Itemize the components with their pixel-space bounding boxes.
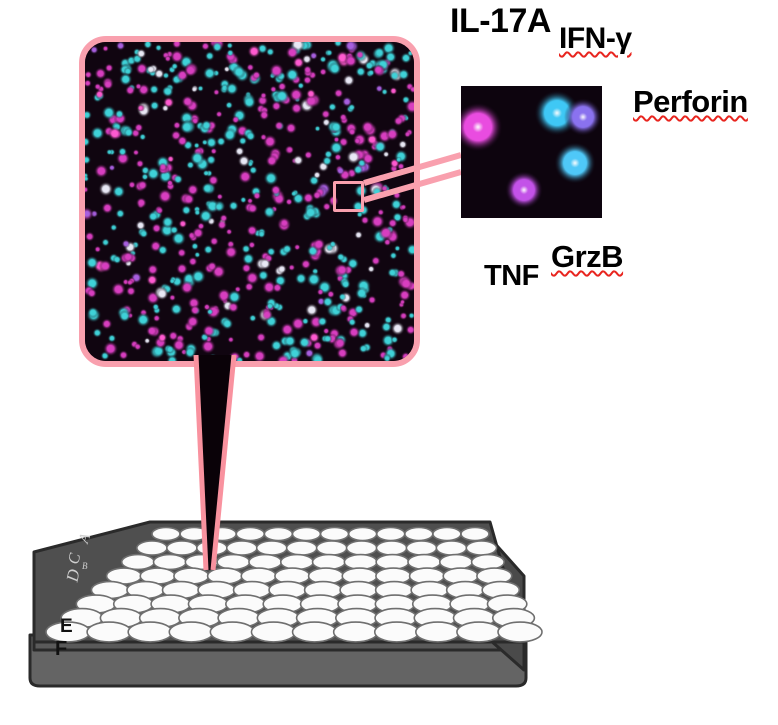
analyte-label-ifng: IFN-γ [559,22,632,55]
plate-well[interactable] [432,526,462,542]
analyte-label-tnf: TNF [484,260,539,292]
plate-well[interactable] [435,540,468,556]
plate-well[interactable] [86,621,132,643]
plate-well[interactable] [291,526,322,542]
plate-well[interactable] [195,540,228,556]
plate-well[interactable] [285,540,318,556]
plate-well[interactable] [120,553,156,571]
plate-well[interactable] [152,553,187,571]
plate-well[interactable] [127,621,173,643]
plate-well[interactable] [343,553,378,571]
plate-well[interactable] [373,621,420,643]
plate-well[interactable] [470,553,505,571]
plate-well[interactable] [465,540,498,556]
well-image-spots-canvas [85,42,414,361]
analyte-label-perforin: Perforin [633,84,748,119]
plate-row-label-e: E [60,616,73,637]
plate-well[interactable] [319,526,350,542]
plate-well[interactable] [225,540,258,556]
plate-well[interactable] [460,526,490,542]
plate-well[interactable] [209,621,256,643]
well-image-panel [79,36,420,367]
plate-well[interactable] [375,540,408,556]
96-well-plate [28,520,543,688]
plate-well[interactable] [405,540,438,556]
plate-well[interactable] [136,540,168,556]
plate-well[interactable] [255,540,288,556]
zoom-inset-spots-canvas [461,86,602,218]
selection-box[interactable] [333,181,364,212]
plate-well[interactable] [347,526,378,542]
plate-well[interactable] [248,553,283,571]
plate-well[interactable] [250,621,297,643]
plate-row-label-f: F [55,638,68,660]
plate-well[interactable] [375,526,406,542]
plate-row-label-b: B [82,561,88,571]
plate-well[interactable] [332,621,379,643]
plate-well[interactable] [315,540,348,556]
plate-well[interactable] [184,553,219,571]
plate-well[interactable] [497,621,543,643]
plate-well[interactable] [407,553,442,571]
plate-well[interactable] [216,553,251,571]
plate-well[interactable] [179,526,209,542]
plate-well[interactable] [291,621,338,643]
plate-well[interactable] [166,540,198,556]
plate-well[interactable] [263,526,294,542]
plate-well[interactable] [404,526,434,542]
plate-well[interactable] [207,526,237,542]
plate-well[interactable] [375,553,410,571]
plate-well[interactable] [345,540,378,556]
plate-well[interactable] [311,553,346,571]
zoom-inset-panel [461,86,602,218]
plate-well[interactable] [235,526,266,542]
analyte-label-grzb: GrzB [551,239,624,274]
plate-well[interactable] [415,621,461,643]
plate-well[interactable] [456,621,502,643]
plate-well[interactable] [279,553,315,571]
plate-well[interactable] [168,621,215,643]
analyte-label-il17a: IL-17A [450,2,551,40]
plate-well[interactable] [438,553,474,571]
plate-well[interactable] [151,526,181,542]
